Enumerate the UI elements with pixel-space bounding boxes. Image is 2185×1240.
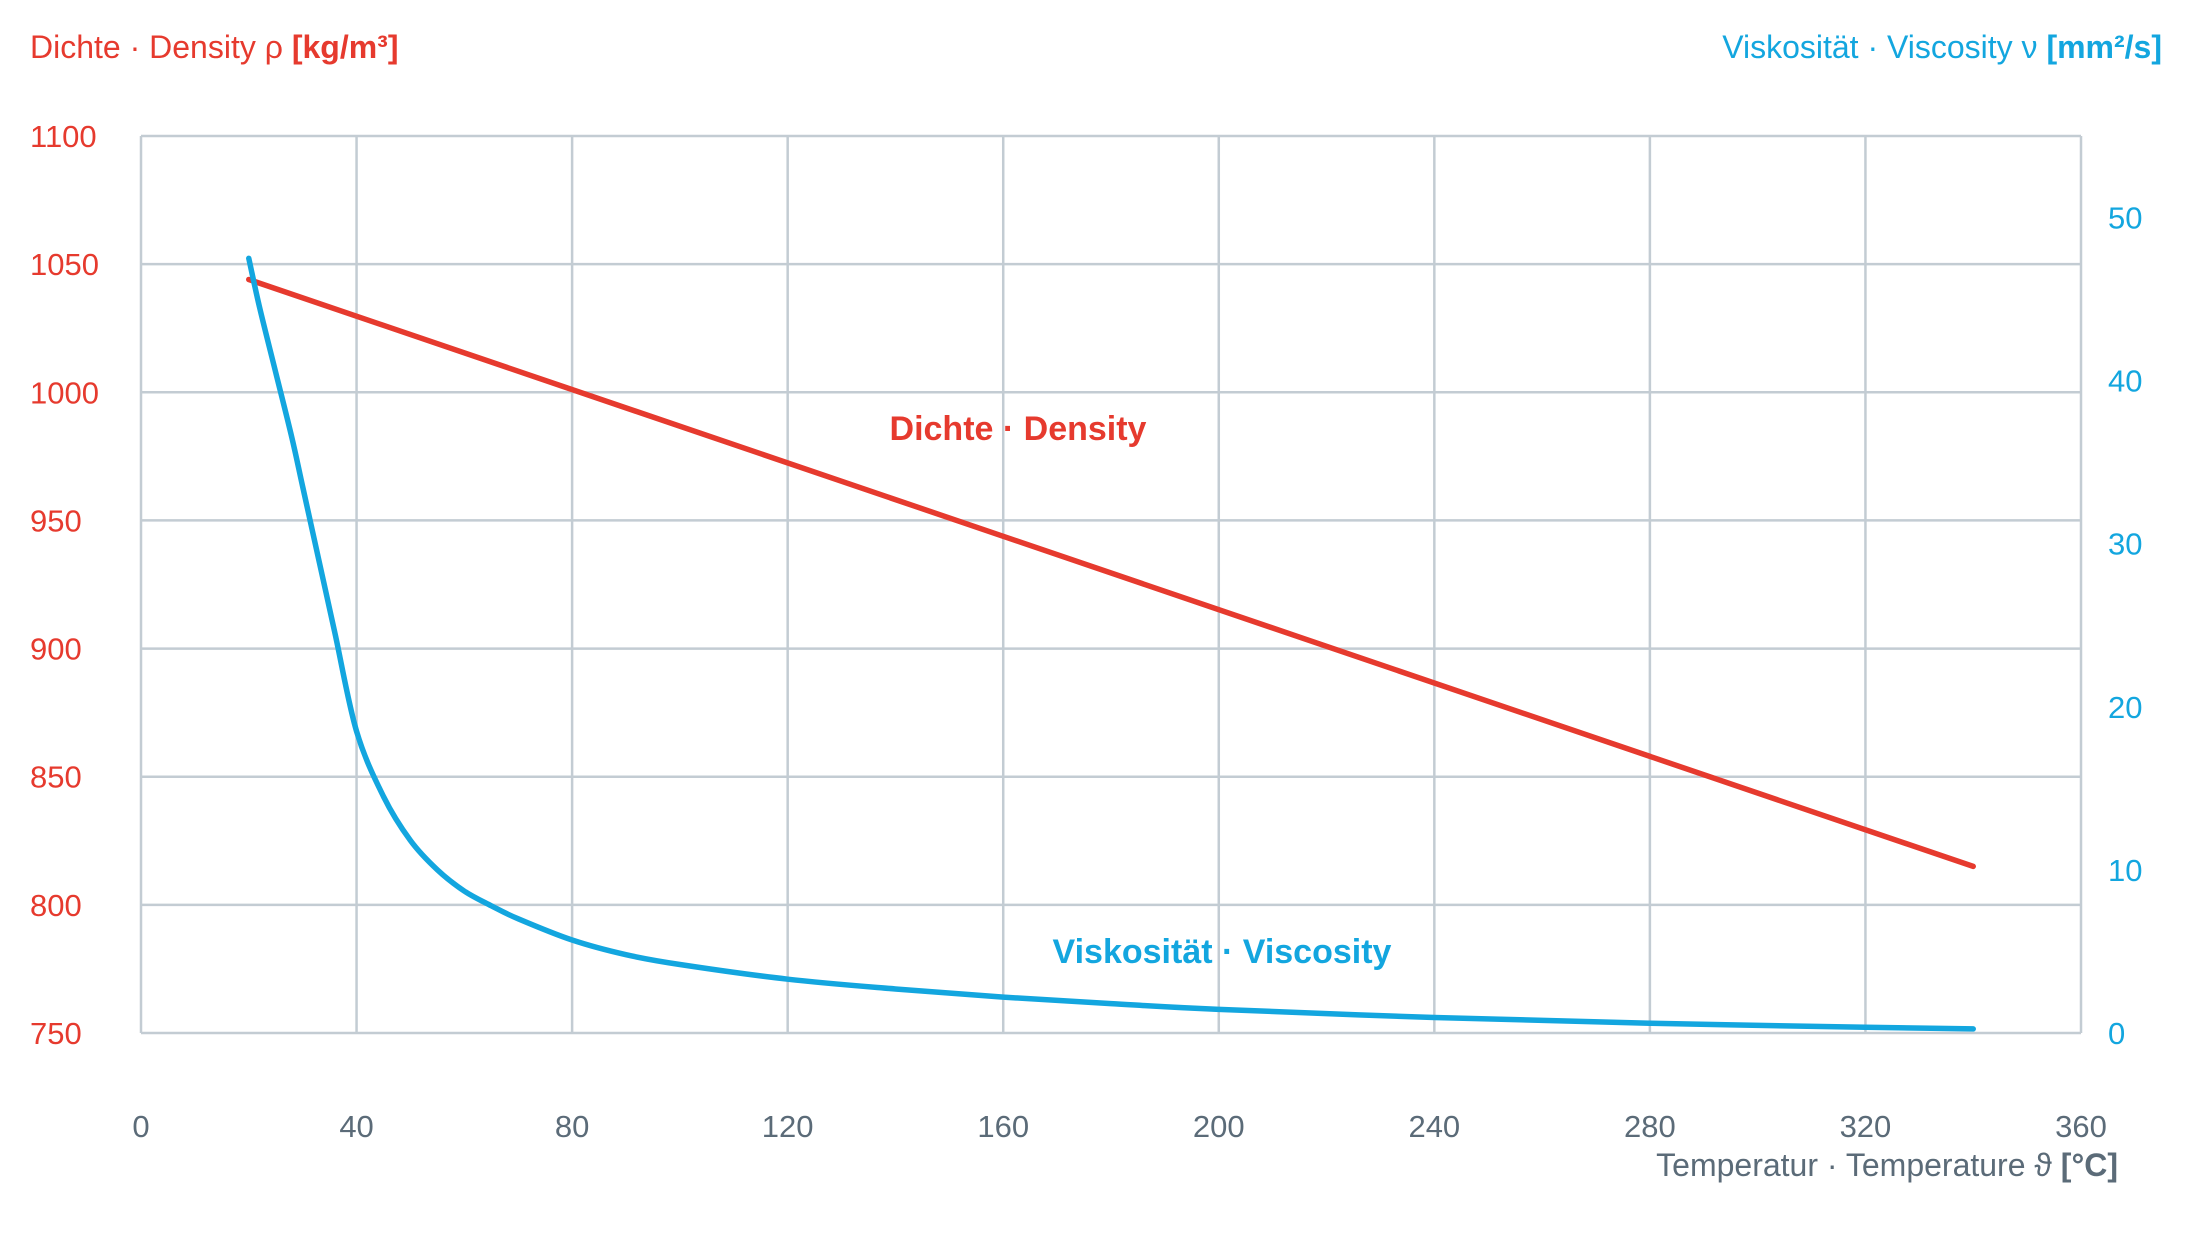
x-tick-label: 320 [1840, 1109, 1892, 1144]
x-tick-label: 240 [1408, 1109, 1460, 1144]
left-y-tick-label: 900 [30, 632, 82, 667]
x-axis-title: Temperatur · Temperature ϑ [°C] [1656, 1147, 2118, 1183]
left-y-tick-label: 950 [30, 503, 82, 538]
density-line [246, 276, 1976, 870]
grid [139, 134, 2083, 1035]
x-tick-label: 120 [762, 1109, 814, 1144]
left-y-tick-label: 850 [30, 760, 82, 795]
right-axis-title-unit: [mm²/s] [2046, 29, 2162, 65]
right-y-tick-label: 40 [2108, 364, 2142, 399]
right-y-tick-label: 50 [2108, 201, 2142, 236]
x-tick-label: 160 [977, 1109, 1029, 1144]
left-y-tick-label: 750 [30, 1016, 82, 1051]
right-axis-title: Viskosität · Viscosity ν [mm²/s] [1722, 29, 2162, 65]
x-tick-label: 200 [1193, 1109, 1245, 1144]
series-lines [246, 255, 1976, 1032]
left-axis-title-unit: [kg/m³] [292, 29, 399, 65]
x-tick-label: 0 [132, 1109, 149, 1144]
left-y-tick-label: 1050 [30, 247, 99, 282]
x-tick-label: 280 [1624, 1109, 1676, 1144]
left-y-tick-label: 1000 [30, 375, 99, 410]
tick-labels: 0 40 80 120 160 200 240 280 320 36075080085090095… [30, 119, 2142, 1144]
x-axis-title-unit: [°C] [2061, 1147, 2118, 1183]
x-tick-label: 40 [339, 1109, 373, 1144]
right-axis-title-name: Viskosität · Viscosity ν [1722, 29, 2037, 65]
right-y-tick-label: 30 [2108, 527, 2142, 562]
right-y-tick-label: 0 [2108, 1016, 2125, 1051]
x-tick-label: 360 [2055, 1109, 2107, 1144]
viscosity-line [246, 255, 1976, 1032]
right-y-tick-label: 20 [2108, 690, 2142, 725]
right-y-tick-label: 10 [2108, 853, 2142, 888]
density-series-label: Dichte · Density [890, 410, 1147, 448]
left-axis-title: Dichte · Density ρ [kg/m³] [30, 29, 398, 65]
left-axis-title-name: Dichte · Density ρ [30, 29, 283, 65]
left-y-tick-label: 800 [30, 888, 82, 923]
viscosity-series-label: Viskosität · Viscosity [1053, 933, 1392, 971]
x-tick-label: 80 [555, 1109, 589, 1144]
x-axis-title-name: Temperatur · Temperature ϑ [1656, 1147, 2052, 1183]
left-y-tick-label: 1100 [30, 119, 97, 154]
